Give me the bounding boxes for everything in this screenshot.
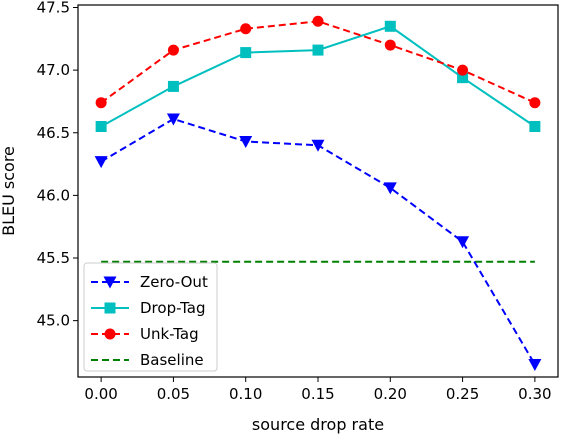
x-axis-ticks: 0.00 0.05 0.10 0.15 0.20 0.25 0.30: [84, 377, 552, 403]
data-point-unk-tag: [240, 23, 252, 35]
legend-entry-drop-tag: Drop-Tag: [91, 299, 206, 317]
data-point-drop-tag: [167, 80, 179, 92]
legend-entry-zero-out: Zero-Out: [91, 273, 208, 291]
data-point-unk-tag: [312, 15, 324, 27]
x-tick-label: 0.05: [157, 385, 190, 403]
x-tick-label: 0.00: [84, 385, 117, 403]
legend-marker-drop-tag: [104, 302, 116, 314]
data-point-drop-tag: [95, 120, 107, 132]
legend-label-unk-tag: Unk-Tag: [140, 325, 199, 343]
data-point-drop-tag: [384, 20, 396, 32]
y-axis-label: BLEU score: [0, 146, 18, 236]
data-point-drop-tag: [240, 47, 252, 59]
data-point-zero-out: [383, 182, 397, 195]
x-tick-label: 0.25: [446, 385, 479, 403]
legend-box: [83, 262, 218, 372]
y-tick-label: 45.5: [37, 249, 70, 267]
legend-marker-zero-out: [103, 276, 117, 289]
y-tick-label: 47.5: [37, 0, 70, 17]
series-line-drop-tag: [100, 25, 536, 128]
x-tick-label: 0.30: [518, 385, 551, 403]
y-axis-ticks: 45.0 45.5 46.0 46.5 47.0 47.5: [37, 0, 78, 330]
data-point-unk-tag: [167, 44, 179, 56]
y-tick-label: 46.5: [37, 124, 70, 142]
plot-marks: [94, 15, 542, 371]
data-point-unk-tag: [529, 97, 541, 109]
legend-label-drop-tag: Drop-Tag: [140, 299, 206, 317]
series-unk-tag: [95, 15, 541, 109]
data-point-drop-tag: [312, 44, 324, 56]
legend-entry-unk-tag: Unk-Tag: [91, 325, 199, 343]
x-axis-label: source drop rate: [252, 415, 384, 434]
data-point-zero-out: [166, 113, 180, 126]
x-tick-label: 0.15: [301, 385, 334, 403]
data-point-zero-out: [311, 139, 325, 152]
y-tick-label: 45.0: [37, 312, 70, 330]
legend-entry-baseline: Baseline: [91, 351, 204, 369]
data-point-zero-out: [456, 236, 470, 249]
data-point-drop-tag: [529, 120, 541, 132]
x-tick-label: 0.10: [229, 385, 262, 403]
data-point-unk-tag: [95, 97, 107, 109]
data-point-zero-out: [239, 136, 253, 149]
series-zero-out: [94, 113, 542, 371]
x-tick-label: 0.20: [374, 385, 407, 403]
data-point-zero-out: [94, 156, 108, 169]
data-point-drop-tag: [457, 72, 469, 84]
legend-marker-unk-tag: [104, 328, 116, 340]
data-point-zero-out: [528, 358, 542, 371]
legend: Zero-Out Drop-Tag Unk-Tag Baseline: [83, 262, 218, 372]
legend-label-zero-out: Zero-Out: [140, 273, 208, 291]
y-tick-label: 47.0: [37, 61, 70, 79]
series-drop-tag: [95, 20, 541, 132]
legend-label-baseline: Baseline: [140, 351, 204, 369]
y-tick-label: 46.0: [37, 186, 70, 204]
data-point-unk-tag: [384, 39, 396, 51]
data-point-unk-tag: [457, 64, 469, 76]
